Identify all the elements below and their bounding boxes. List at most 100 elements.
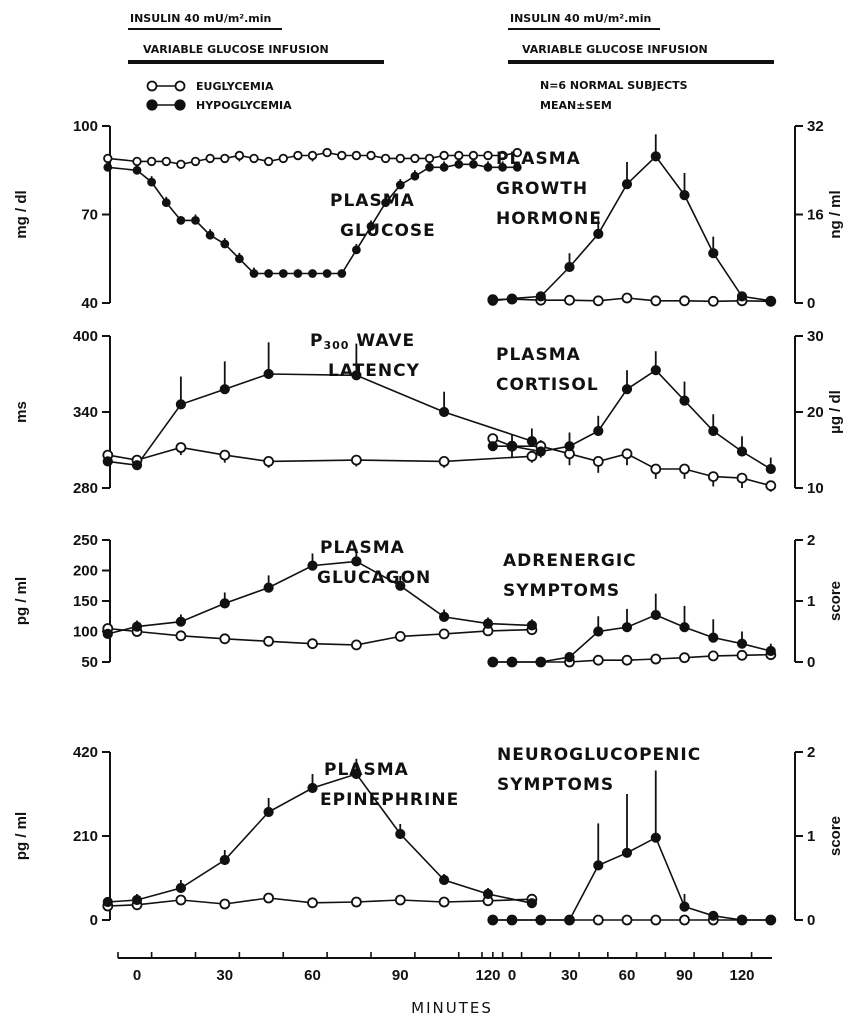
data-point-hypoglycemia xyxy=(425,162,434,172)
data-point-euglycemia xyxy=(234,150,245,161)
data-point-euglycemia xyxy=(679,914,690,926)
y-axis-label: ms xyxy=(13,401,30,423)
data-point-hypoglycemia xyxy=(293,269,303,278)
data-point-hypoglycemia xyxy=(131,894,143,906)
data-point-euglycemia xyxy=(483,150,493,161)
data-point-hypoglycemia xyxy=(708,632,719,643)
y-tick-label: 0 xyxy=(90,912,98,929)
y-tick-label: 280 xyxy=(73,480,98,497)
data-point-hypoglycemia xyxy=(454,159,464,169)
data-point-hypoglycemia xyxy=(131,621,143,632)
y-tick-label: 0 xyxy=(807,912,815,929)
data-point-hypoglycemia xyxy=(322,269,332,278)
legend-filled-circle-icon xyxy=(174,99,186,111)
data-point-hypoglycemia xyxy=(736,446,748,457)
data-point-hypoglycemia xyxy=(621,384,633,395)
data-point-euglycemia xyxy=(220,153,230,164)
data-point-euglycemia xyxy=(526,450,538,462)
data-point-euglycemia xyxy=(350,896,362,908)
data-point-hypoglycemia xyxy=(650,609,661,621)
data-point-hypoglycemia xyxy=(621,179,633,190)
data-point-euglycemia xyxy=(592,295,604,307)
data-point-hypoglycemia xyxy=(249,269,259,278)
data-point-euglycemia xyxy=(132,156,142,167)
x-axis-label: MINUTES xyxy=(411,999,493,1017)
x-axis-left: 0 30 60 90 120 xyxy=(117,952,505,984)
y-tick-label: 2 xyxy=(807,532,815,549)
data-point-euglycemia xyxy=(249,153,259,164)
data-point-hypoglycemia xyxy=(765,645,776,657)
data-point-euglycemia xyxy=(176,159,186,169)
panel-p300: 280 340 400 ms P300 WAVE LATENCY xyxy=(13,328,538,497)
data-point-euglycemia xyxy=(454,150,464,161)
panel-title: SYMPTOMS xyxy=(503,581,620,601)
x-tick-label: 0 xyxy=(133,967,141,984)
panel-neuroglucopenic: 0 1 2 score NEUROGLUCOPENIC SYMPTOMS xyxy=(487,744,844,929)
y-tick-label: 250 xyxy=(73,532,98,549)
data-point-euglycemia xyxy=(146,156,157,167)
data-point-euglycemia xyxy=(592,455,604,467)
y-tick-label: 340 xyxy=(73,404,98,421)
data-point-hypoglycemia xyxy=(102,896,113,908)
series-line-euglycemia xyxy=(107,897,532,907)
y-axis-label: mg / dl xyxy=(13,190,30,238)
data-point-euglycemia xyxy=(394,894,406,906)
data-point-euglycemia xyxy=(707,471,719,483)
panel-growth-hormone: 0 16 32 ng / ml PLASMA GROWTH HORMONE xyxy=(487,118,844,312)
data-point-euglycemia xyxy=(175,630,187,642)
data-point-hypoglycemia xyxy=(765,295,776,306)
data-point-euglycemia xyxy=(650,914,662,926)
x-tick-label: 30 xyxy=(561,967,578,984)
panel-title: PLASMA xyxy=(330,191,415,211)
data-point-hypoglycemia xyxy=(147,177,157,187)
data-point-euglycemia xyxy=(205,153,215,164)
panel-title: PLASMA xyxy=(324,760,409,780)
data-point-hypoglycemia xyxy=(506,914,518,926)
y-tick-label: 32 xyxy=(807,118,824,135)
data-point-hypoglycemia xyxy=(621,847,633,858)
data-point-hypoglycemia xyxy=(736,914,748,926)
data-point-hypoglycemia xyxy=(410,171,420,181)
data-point-euglycemia xyxy=(621,914,633,926)
series-line-hypoglycemia xyxy=(107,163,518,275)
legend-filled-circle-icon xyxy=(146,99,158,111)
data-point-euglycemia xyxy=(175,442,187,453)
data-point-hypoglycemia xyxy=(765,914,776,926)
data-point-hypoglycemia xyxy=(487,441,498,452)
data-point-euglycemia xyxy=(190,156,201,167)
data-point-hypoglycemia xyxy=(191,215,200,225)
data-point-hypoglycemia xyxy=(512,162,522,172)
y-tick-label: 0 xyxy=(807,295,815,312)
data-point-euglycemia xyxy=(263,455,275,467)
data-point-euglycemia xyxy=(650,653,662,665)
series-line-hypoglycemia xyxy=(107,373,533,467)
data-point-hypoglycemia xyxy=(264,269,274,278)
panel-title: SYMPTOMS xyxy=(497,775,614,795)
y-tick-label: 1 xyxy=(807,593,815,610)
data-point-hypoglycemia xyxy=(175,616,186,627)
data-point-hypoglycemia xyxy=(131,460,143,471)
data-point-hypoglycemia xyxy=(102,456,113,467)
data-point-hypoglycemia xyxy=(498,162,508,172)
data-point-hypoglycemia xyxy=(351,370,362,381)
series-line-euglycemia xyxy=(107,627,532,646)
data-point-hypoglycemia xyxy=(593,228,604,239)
data-point-hypoglycemia xyxy=(205,230,215,240)
header-left: INSULIN 40 mU/m².min VARIABLE GLUCOSE IN… xyxy=(128,12,384,64)
insulin-label-left: INSULIN 40 mU/m².min xyxy=(130,12,271,25)
data-point-euglycemia xyxy=(350,639,362,651)
panel-title: P300 WAVE xyxy=(310,331,415,352)
data-point-hypoglycemia xyxy=(352,245,361,255)
data-point-euglycemia xyxy=(468,150,479,161)
data-point-euglycemia xyxy=(103,153,113,164)
series-line-euglycemia xyxy=(492,437,772,487)
data-point-hypoglycemia xyxy=(176,215,186,225)
panel-title: PLASMA xyxy=(496,345,581,365)
data-point-hypoglycemia xyxy=(535,656,546,668)
data-point-hypoglycemia xyxy=(483,162,493,172)
data-point-euglycemia xyxy=(438,628,450,640)
data-point-hypoglycemia xyxy=(679,395,690,406)
data-point-hypoglycemia xyxy=(469,159,478,169)
data-point-euglycemia xyxy=(394,631,406,642)
data-point-hypoglycemia xyxy=(736,291,748,302)
